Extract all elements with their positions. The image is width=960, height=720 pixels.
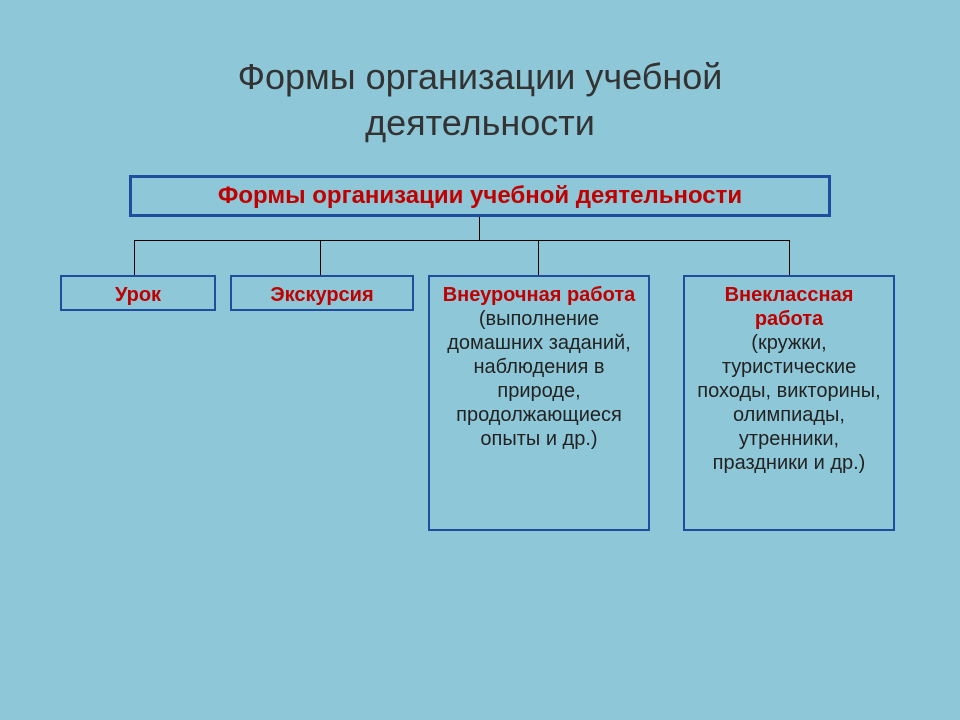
child-node: Внеурочная работа(выполнение домашних за… (428, 275, 650, 531)
child-node: Внеклассная работа(кружки, туристические… (683, 275, 895, 531)
slide-title-line1: Формы организации учебной (0, 54, 960, 100)
connector-line (789, 240, 790, 275)
connector-line (538, 240, 539, 275)
child-node-desc: (выполнение домашних заданий, наблюдения… (436, 307, 642, 451)
connector-line (320, 240, 321, 275)
slide-title-line2: деятельности (0, 100, 960, 146)
root-node-label: Формы организации учебной деятельности (218, 182, 742, 209)
child-node-title: Внеурочная работа (436, 283, 642, 307)
child-node-title: Экскурсия (238, 283, 406, 307)
connector-line (479, 217, 480, 240)
child-node: Урок (60, 275, 216, 311)
root-node: Формы организации учебной деятельности (129, 175, 831, 217)
connector-line (134, 240, 789, 241)
child-node-title: Внеклассная работа (691, 283, 887, 331)
connector-line (134, 240, 135, 275)
slide-title: Формы организации учебной деятельности (0, 54, 960, 146)
child-node: Экскурсия (230, 275, 414, 311)
child-node-desc: (кружки, туристические походы, викторины… (691, 331, 887, 475)
child-node-title: Урок (68, 283, 208, 307)
